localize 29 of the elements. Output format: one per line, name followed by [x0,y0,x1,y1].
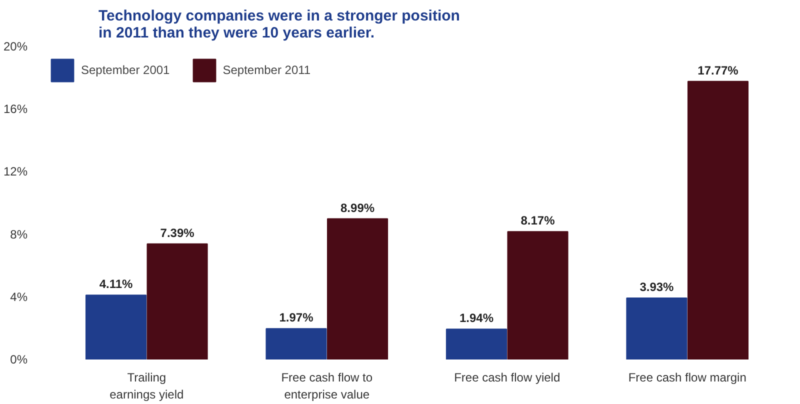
x-tick-label: Free cash flow to enterprise value [281,370,373,402]
data-label: 3.93% [640,280,674,294]
y-tick-label: 12% [3,164,28,179]
y-tick-label: 20% [3,40,28,54]
legend-label: September 2001 [81,63,170,77]
legend-label: September 2011 [222,63,311,77]
bar [146,243,208,360]
bar [85,294,147,360]
data-label: 1.94% [459,311,494,326]
y-tick-label: 0% [10,352,28,366]
x-tick-label: Trailing earnings yield [110,370,184,402]
data-label: 8.17% [520,214,556,228]
bar [266,328,327,360]
data-label: 4.11% [99,277,134,292]
y-tick-label: 16% [3,102,28,116]
chart-title: Technology companies were in a stronger position in 2011 than they were 10 years earlier. [98,8,460,42]
data-label: 17.77% [698,63,739,78]
data-label: 1.97% [279,310,314,325]
bar [626,297,688,360]
bar [446,328,508,360]
bar [326,218,388,360]
x-tick-label: Free cash flow margin [628,370,746,384]
y-tick-label: 8% [10,227,28,242]
data-label: 7.39% [160,226,195,240]
bar [687,80,749,360]
bar [507,231,568,360]
x-tick-label: Free cash flow yield [454,370,560,384]
data-label: 8.99% [340,200,375,215]
y-tick-label: 4% [10,290,28,304]
